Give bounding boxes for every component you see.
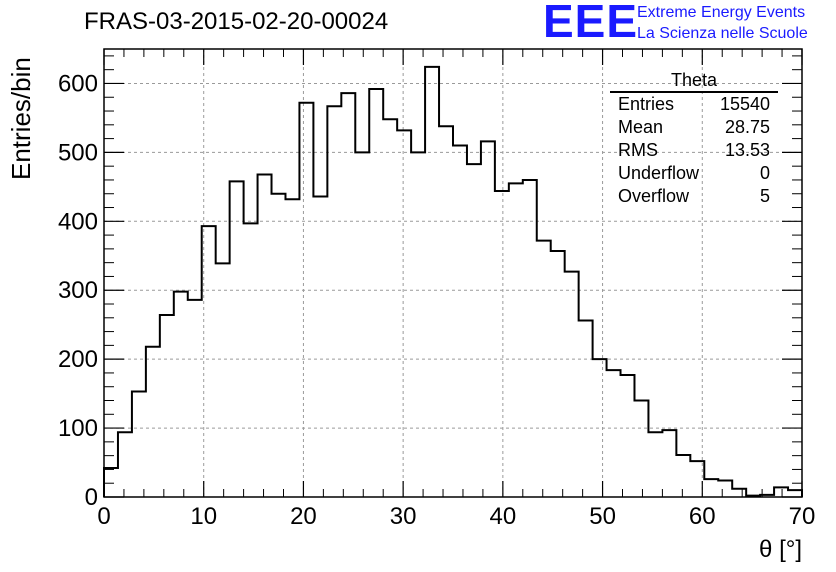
x-tick-label: 60 bbox=[689, 503, 716, 530]
stats-row: Underflow 0 bbox=[610, 162, 778, 185]
stats-label: Entries bbox=[618, 94, 675, 114]
logo-line-2: La Scienza nelle Scuole bbox=[637, 25, 808, 42]
y-tick-label: 200 bbox=[58, 346, 98, 373]
y-tick-label: 600 bbox=[58, 70, 98, 97]
plot-frame bbox=[103, 48, 803, 498]
stats-value: 15540 bbox=[719, 94, 770, 114]
y-tick-label: 100 bbox=[58, 415, 98, 442]
y-axis-label: Entries/bin bbox=[6, 57, 36, 180]
stats-value: 5 bbox=[759, 186, 770, 206]
x-tick-label: 20 bbox=[290, 503, 317, 530]
stats-row: Mean 28.75 bbox=[610, 116, 778, 139]
x-tick-label: 30 bbox=[390, 503, 417, 530]
stats-row: Overflow 5 bbox=[610, 185, 778, 208]
x-tick-label: 0 bbox=[97, 503, 110, 530]
stats-label: Underflow bbox=[618, 163, 700, 183]
y-tick-label: 400 bbox=[58, 208, 98, 235]
stats-value: 0 bbox=[759, 163, 770, 183]
x-tick-label: 10 bbox=[190, 503, 217, 530]
stats-box: Theta Entries 15540 Mean 28.75 RMS 13.53 Under… bbox=[610, 70, 778, 208]
y-tick-label: 300 bbox=[58, 277, 98, 304]
stats-label: Overflow bbox=[618, 186, 690, 206]
x-tick-label: 50 bbox=[589, 503, 616, 530]
x-axis-label: θ [°] bbox=[759, 536, 802, 563]
stats-row: RMS 13.53 bbox=[610, 139, 778, 162]
eee-logo: EEE bbox=[543, 0, 639, 47]
grid-lines bbox=[104, 49, 802, 497]
logo-line-1: Extreme Energy Events bbox=[637, 4, 806, 21]
chart-title: FRAS-03-2015-02-20-00024 bbox=[84, 8, 389, 35]
y-tick-label: 500 bbox=[58, 139, 98, 166]
stats-value: 28.75 bbox=[724, 117, 770, 137]
x-tick-label: 70 bbox=[789, 503, 816, 530]
stats-label: Mean bbox=[618, 117, 664, 137]
stats-label: RMS bbox=[618, 140, 658, 160]
stats-row: Entries 15540 bbox=[610, 93, 778, 116]
stats-value: 13.53 bbox=[724, 140, 770, 160]
stats-title: Theta bbox=[610, 70, 778, 93]
y-tick-label: 0 bbox=[85, 484, 98, 511]
x-tick-label: 40 bbox=[490, 503, 517, 530]
histogram-series bbox=[103, 65, 803, 497]
